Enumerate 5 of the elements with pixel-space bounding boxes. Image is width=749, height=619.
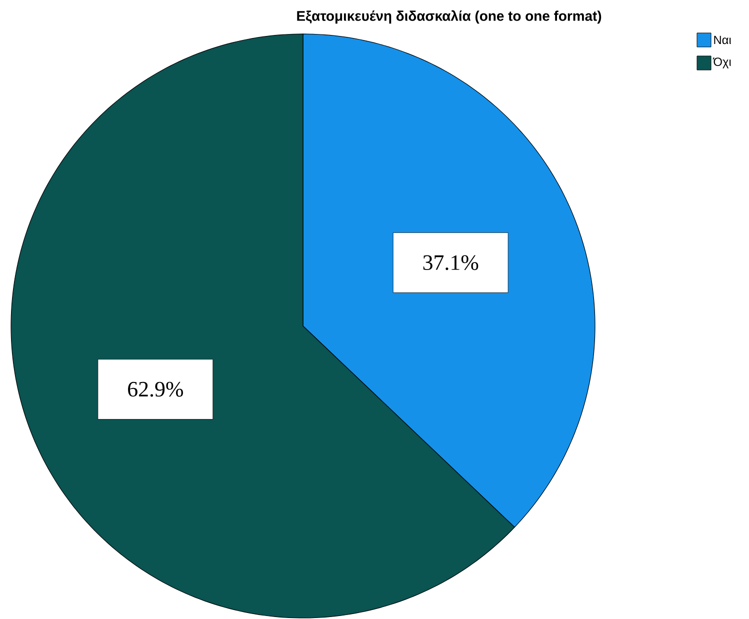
legend-label: Όχι <box>712 58 732 68</box>
data-label: 37.1% <box>423 255 478 270</box>
data-label: 62.9% <box>128 382 183 397</box>
legend-label: Ναι <box>714 36 732 44</box>
chart-title: Εξατομικευένη διδασκαλία (one to one format) <box>297 10 602 24</box>
